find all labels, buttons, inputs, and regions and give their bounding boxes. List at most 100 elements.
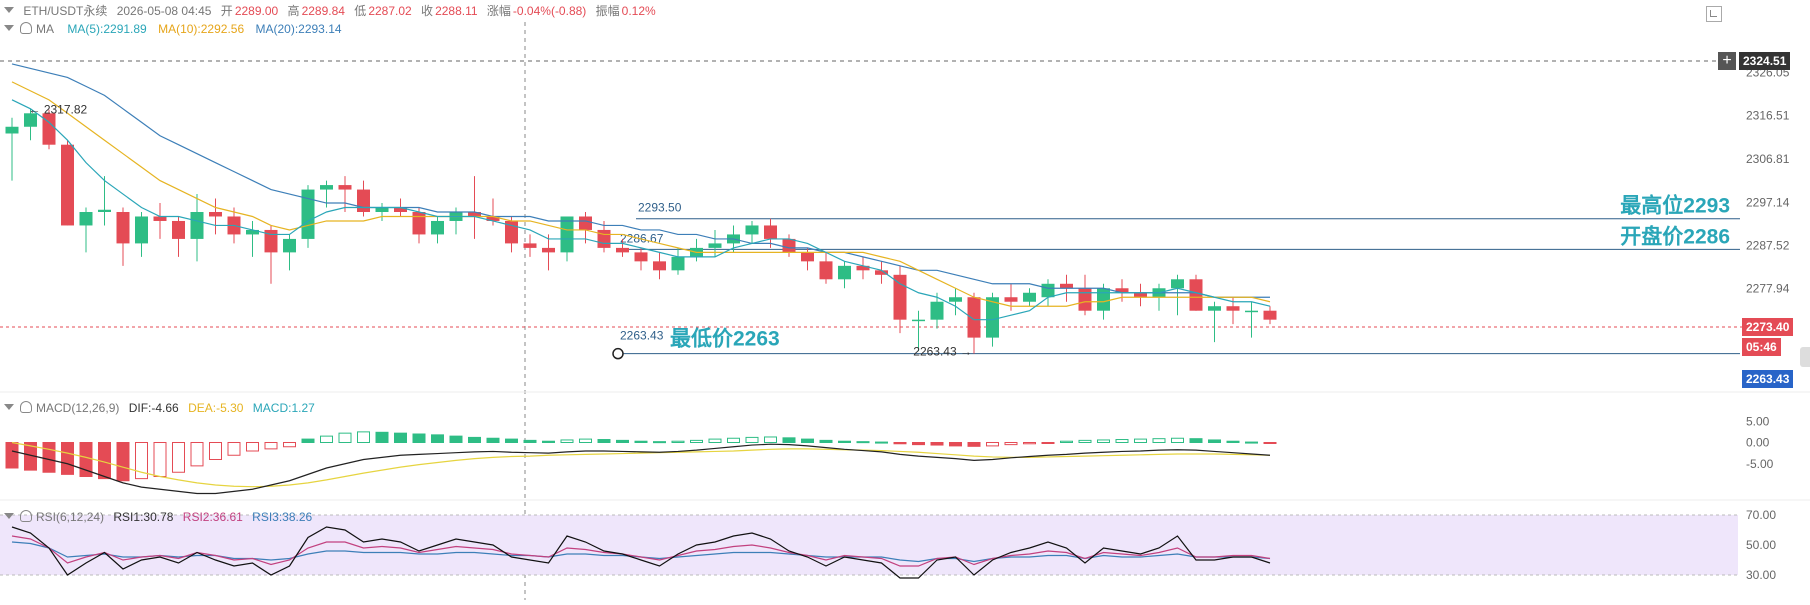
rsi2-line xyxy=(11,535,1271,567)
macd-bar xyxy=(394,432,407,443)
macd-bar xyxy=(61,442,74,475)
low-value: 2287.02 xyxy=(368,4,412,18)
candle-body xyxy=(986,297,999,338)
macd-bar xyxy=(283,442,296,448)
macd-bar xyxy=(301,438,315,444)
macd-bar xyxy=(190,442,204,467)
macd-name: MACD(12,26,9) xyxy=(36,401,120,415)
candle-body xyxy=(949,297,962,302)
candle-body xyxy=(412,212,426,235)
rsi1-value: RSI1:30.78 xyxy=(113,510,174,524)
candle-body xyxy=(246,229,259,235)
macd-value: MACD:1.27 xyxy=(252,401,315,415)
macd-bar xyxy=(653,441,666,444)
candle-time: 2026-05-08 04:45 xyxy=(116,4,212,18)
macd-bar xyxy=(1097,439,1110,444)
panel-resize-handle[interactable] xyxy=(1800,347,1810,367)
low-line-price-tag: 2263.43 xyxy=(1742,370,1794,388)
macd-bar xyxy=(1023,442,1036,445)
candle-body xyxy=(579,216,592,230)
macd-bar xyxy=(1078,439,1092,443)
collapse-caret-icon[interactable] xyxy=(4,7,14,13)
rsi-bell-icon[interactable] xyxy=(20,510,32,522)
ma-caret-icon[interactable] xyxy=(4,25,14,31)
open-level-label: 开盘价2286 xyxy=(1620,224,1730,248)
macd-bar xyxy=(5,442,19,469)
low-value-text: 2263.43 xyxy=(620,329,664,343)
price-tick-label: 2297.14 xyxy=(1746,195,1790,209)
candle-body xyxy=(24,113,37,127)
candle-body xyxy=(1023,292,1036,302)
macd-bar xyxy=(116,442,130,482)
candle-body xyxy=(1078,288,1092,311)
candle-body xyxy=(838,265,851,280)
macd-bar xyxy=(1152,438,1166,443)
candle-body xyxy=(819,261,833,280)
candle-body xyxy=(172,220,185,239)
candle-body xyxy=(671,256,685,271)
candle-body xyxy=(1171,279,1184,289)
macd-bar xyxy=(209,442,222,460)
high-extreme-mark: ← 2317.82 xyxy=(29,103,88,117)
alert-bell-icon[interactable] xyxy=(20,22,32,34)
rsi-caret-icon[interactable] xyxy=(4,513,14,519)
price-tick-label: 2306.81 xyxy=(1746,152,1790,166)
price-tick-label: 2277.94 xyxy=(1746,282,1790,296)
macd-bar xyxy=(690,439,703,443)
macd-bar xyxy=(930,442,944,446)
expand-icon[interactable] xyxy=(1706,6,1722,22)
candle-body xyxy=(264,229,278,253)
candle-body xyxy=(1060,283,1073,289)
candle-body xyxy=(560,216,574,253)
candle-body xyxy=(468,212,481,217)
macd-bar xyxy=(967,442,981,447)
countdown-tag: 05:46 xyxy=(1742,338,1781,356)
candle-body xyxy=(597,229,611,248)
macd-tick-label: -5.00 xyxy=(1746,457,1774,471)
candle-body xyxy=(875,270,888,275)
macd-bar xyxy=(412,433,426,443)
candle-body xyxy=(708,243,722,248)
macd-bar xyxy=(560,439,574,444)
candle-body xyxy=(61,144,74,226)
candle-body xyxy=(930,301,944,320)
close-value: 2288.11 xyxy=(435,4,478,18)
macd-bar xyxy=(782,437,796,444)
amplitude-label: 振幅 xyxy=(595,4,620,18)
candle-body xyxy=(190,212,204,239)
ma-name: MA xyxy=(36,22,54,36)
macd-bar xyxy=(579,438,592,444)
macd-dea: DEA:-5.30 xyxy=(188,401,244,415)
ma10-value: MA(10):2292.56 xyxy=(158,22,245,36)
macd-bar xyxy=(135,442,148,480)
candle-body xyxy=(745,225,759,235)
macd-bar xyxy=(357,431,370,443)
macd-bar xyxy=(505,438,518,444)
candle-body xyxy=(542,247,555,253)
candle-body xyxy=(1041,283,1055,298)
macd-caret-icon[interactable] xyxy=(4,404,14,410)
add-alert-plus-icon[interactable]: + xyxy=(1718,52,1736,70)
candle-body xyxy=(5,126,19,134)
macd-bar xyxy=(1208,439,1221,444)
candle-body xyxy=(1004,297,1018,302)
rsi-legend: RSI(6,12,24) RSI1:30.78 RSI2:36.61 RSI3:… xyxy=(0,508,312,526)
candle-body xyxy=(320,185,333,190)
macd-bar xyxy=(949,442,962,447)
candle-body xyxy=(523,243,537,248)
macd-bar xyxy=(1171,437,1184,443)
open-label: 开 xyxy=(220,4,233,18)
candle-body xyxy=(634,252,648,262)
macd-bar xyxy=(764,436,777,444)
macd-bell-icon[interactable] xyxy=(20,401,32,413)
low-extreme-mark: 2263.43 → xyxy=(913,345,972,359)
candle-body xyxy=(431,220,444,235)
rsi-name: RSI(6,12,24) xyxy=(36,510,105,524)
candle-body xyxy=(616,247,629,253)
change-label: 涨幅 xyxy=(486,4,511,18)
candle-body xyxy=(1226,306,1240,311)
macd-bar xyxy=(634,440,648,444)
ma-legend: MA MA(5):2291.89 MA(10):2292.56 MA(20):2… xyxy=(0,20,342,38)
ma5-line xyxy=(11,99,1271,321)
